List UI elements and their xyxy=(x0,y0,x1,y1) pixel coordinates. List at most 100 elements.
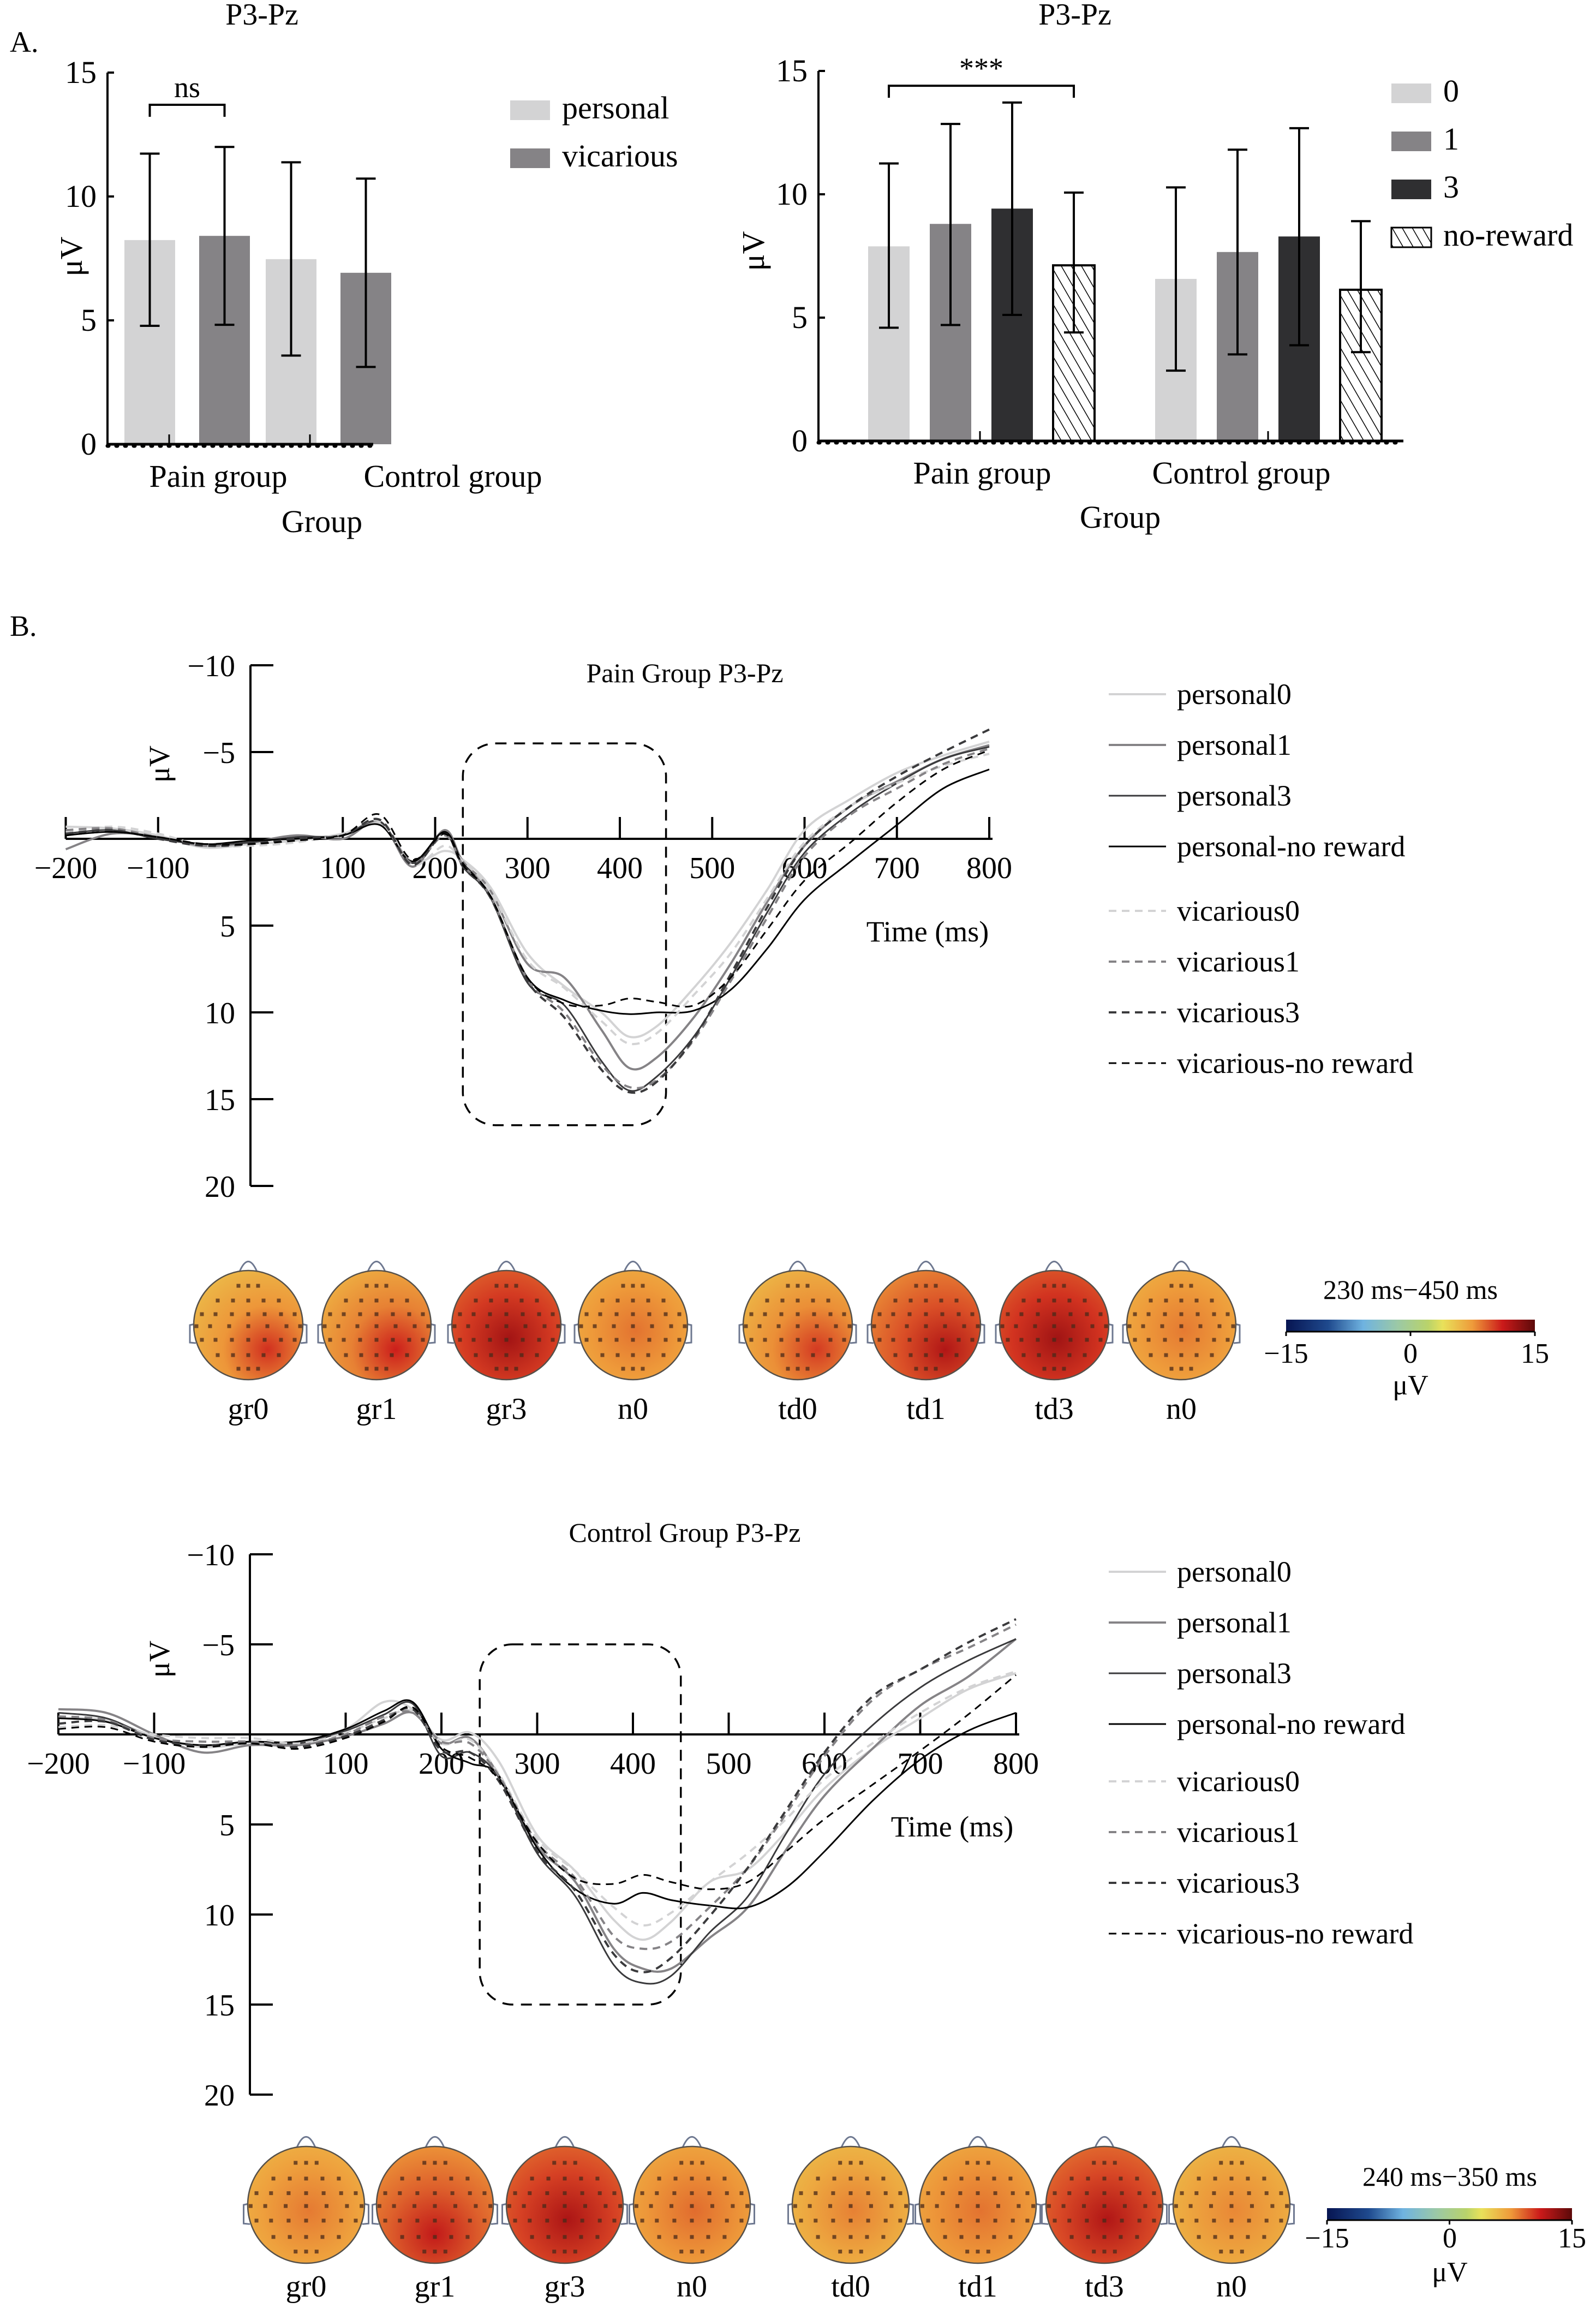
electrode-marker xyxy=(504,1284,509,1288)
electrode-marker xyxy=(941,2218,945,2223)
y-tick-label: 0 xyxy=(792,423,808,458)
electrode-marker xyxy=(683,1324,687,1328)
electrode-marker xyxy=(657,2235,661,2239)
electrode-marker xyxy=(530,2176,534,2181)
electrode-marker xyxy=(1086,2176,1090,2181)
electrode-marker xyxy=(573,2161,577,2165)
electrode-marker xyxy=(513,2218,517,2223)
electrode-marker xyxy=(595,2176,600,2181)
electrode-marker xyxy=(488,1338,492,1342)
x-tick-label: 800 xyxy=(966,851,1012,885)
electrode-marker xyxy=(1017,2204,1021,2208)
electrode-marker xyxy=(1229,2161,1234,2165)
electrode-marker xyxy=(700,2161,704,2165)
electrode-marker xyxy=(474,1353,478,1357)
electrode-marker xyxy=(246,1367,250,1371)
electrode-marker xyxy=(924,1298,928,1303)
topomap-row-pain: 230 ms−450 ms −15 0 15 μV gr0 gr1 gr3 n0 td0… xyxy=(189,1261,1549,1426)
ear-right-icon xyxy=(1033,2203,1041,2225)
significance-label: *** xyxy=(959,52,1003,85)
nose-icon xyxy=(238,1261,258,1272)
nose-icon xyxy=(967,2136,988,2148)
electrode-marker xyxy=(877,1338,882,1342)
legend-label: personal0 xyxy=(1177,1555,1292,1588)
x-tick-label: Pain group xyxy=(150,458,288,494)
nose-icon xyxy=(425,2136,445,2148)
electrode-marker xyxy=(256,1284,260,1288)
electrode-marker xyxy=(1209,2204,1214,2208)
electrode-marker xyxy=(815,1324,819,1328)
electrode-marker xyxy=(450,2218,455,2223)
x-tick-label: −200 xyxy=(27,1747,90,1781)
legend-swatch-personal xyxy=(510,100,550,120)
electrode-marker xyxy=(1149,1353,1153,1357)
electrode-marker xyxy=(1135,2176,1139,2181)
electrode-marker xyxy=(796,1353,800,1357)
electrode-marker xyxy=(1047,2204,1051,2208)
electrode-marker xyxy=(1198,1324,1203,1328)
electrode-marker xyxy=(700,2250,704,2254)
x-axis-label: Time (ms) xyxy=(891,1810,1014,1843)
ear-left-icon xyxy=(372,2203,379,2225)
electrode-marker xyxy=(433,2161,437,2165)
electrode-marker xyxy=(1102,2191,1107,2196)
topomap-n0 xyxy=(629,2136,755,2264)
electrode-marker xyxy=(1270,2204,1275,2208)
electrode-marker xyxy=(799,2218,803,2223)
erp-line-personal3 xyxy=(58,1638,1017,1985)
electrode-marker xyxy=(415,2191,420,2196)
electrode-marker xyxy=(1090,1324,1095,1328)
legend-label: vicarious-no reward xyxy=(1177,1917,1413,1950)
electrode-marker xyxy=(286,2218,291,2223)
legend-label: 1 xyxy=(1443,121,1459,157)
electrode-marker xyxy=(342,1338,346,1342)
electrode-marker xyxy=(292,1312,297,1316)
electrode-marker xyxy=(1226,1312,1230,1316)
electrode-marker xyxy=(236,1284,241,1288)
topomap-gr0 xyxy=(189,1261,308,1381)
electrode-marker xyxy=(1092,2161,1096,2165)
ear-right-icon xyxy=(685,1323,692,1344)
electrode-marker xyxy=(848,2191,853,2196)
electrode-marker xyxy=(1102,2176,1107,2181)
electrode-marker xyxy=(1143,2204,1147,2208)
electrode-marker xyxy=(407,1338,411,1342)
ear-left-icon xyxy=(189,1323,196,1344)
electrode-marker xyxy=(603,2204,608,2208)
electrode-marker xyxy=(869,2204,873,2208)
electrode-marker xyxy=(1210,1353,1214,1357)
electrode-marker xyxy=(563,2176,567,2181)
electrode-marker xyxy=(883,2218,888,2223)
topomap-label: gr1 xyxy=(356,1392,397,1426)
electrode-marker xyxy=(1226,1338,1230,1342)
legend-label: vicarious0 xyxy=(1177,894,1300,927)
significance-bracket xyxy=(888,85,1075,98)
electrode-marker xyxy=(519,1298,524,1303)
legend-label: vicarious xyxy=(562,138,678,174)
electrode-marker xyxy=(1229,2218,1234,2223)
electrode-marker xyxy=(848,2218,853,2223)
electrode-marker xyxy=(954,1298,959,1303)
electrode-marker xyxy=(848,2250,853,2254)
ear-right-icon xyxy=(850,1323,857,1344)
electrode-marker xyxy=(908,1298,913,1303)
electrode-marker xyxy=(504,1338,509,1342)
electrode-marker xyxy=(1036,1312,1040,1316)
electrode-marker xyxy=(405,1298,409,1303)
electrode-marker xyxy=(400,2235,404,2239)
electrode-marker xyxy=(959,2176,964,2181)
electrode-marker xyxy=(321,2191,326,2196)
electrode-marker xyxy=(374,1324,379,1328)
electrode-marker xyxy=(1210,1298,1214,1303)
electrode-marker xyxy=(504,1324,509,1328)
electrode-marker xyxy=(584,1338,589,1342)
nose-icon xyxy=(497,1261,516,1272)
electrode-marker xyxy=(612,1324,616,1328)
electrode-marker xyxy=(796,1312,800,1316)
electrode-marker xyxy=(1053,2218,1057,2223)
electrode-marker xyxy=(1061,2204,1066,2208)
ear-left-icon xyxy=(866,1323,874,1344)
erp-line-vicarious3 xyxy=(65,728,990,1094)
electrode-marker xyxy=(523,1324,528,1328)
